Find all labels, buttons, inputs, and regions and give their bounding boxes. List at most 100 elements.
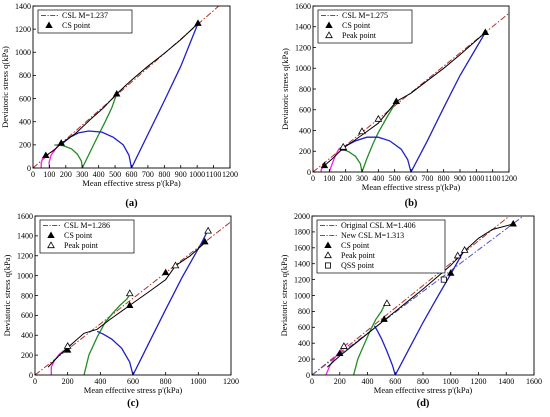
x-tick-label: 1200 xyxy=(223,377,239,386)
x-axis-label: Mean effective stress p'(kPa) xyxy=(362,182,461,192)
plot-area xyxy=(313,12,509,172)
y-tick-label: 200 xyxy=(21,351,33,360)
x-tick-label: 0 xyxy=(31,170,35,179)
peak-point-marker xyxy=(339,142,348,150)
peak-point-marker xyxy=(340,342,348,349)
peak-point-marker xyxy=(171,261,180,269)
y-tick-label: 1200 xyxy=(294,275,310,284)
x-tick-label: 600 xyxy=(127,377,139,386)
y-axis-label: Deviatoric stress q(kPa) xyxy=(279,254,289,336)
cs-point-marker xyxy=(481,28,490,35)
legend-marker-swatch xyxy=(324,251,332,259)
x-tick-label: 0 xyxy=(33,377,37,386)
y-tick-label: 2000 xyxy=(294,212,310,221)
y-tick-label: 1400 xyxy=(15,2,31,11)
stress-path-3 xyxy=(394,249,466,375)
x-tick-label: 400 xyxy=(372,174,384,183)
cs-point-marker xyxy=(447,269,455,276)
legend-label: Original CSL M=1.406 xyxy=(341,221,416,230)
x-tick-label: 200 xyxy=(334,377,346,386)
x-tick-label: 800 xyxy=(160,377,172,386)
y-tick-label: 800 xyxy=(19,71,31,80)
x-tick-label: 1200 xyxy=(501,174,517,183)
csl-line xyxy=(35,221,231,375)
chart-panel-4: 0 200 400 600 800 1000 1200 1400 1600 0 200 400 600 8… xyxy=(279,212,542,409)
x-tick-label: 800 xyxy=(158,170,170,179)
cs-point-marker xyxy=(194,19,202,26)
legend-label: New CSL M=1.313 xyxy=(341,231,404,240)
legend-marker-swatch xyxy=(324,262,331,269)
stress-path-2 xyxy=(343,149,363,172)
y-tick-label: 0 xyxy=(29,371,33,380)
stress-path-5 xyxy=(130,23,199,168)
x-tick-label: 1000 xyxy=(443,377,459,386)
y-tick-label: 1000 xyxy=(17,271,33,280)
y-tick-label: 1400 xyxy=(295,23,311,32)
y-tick-label: 600 xyxy=(298,323,310,332)
legend-label: CS point xyxy=(342,21,371,30)
x-tick-label: 800 xyxy=(438,174,450,183)
csl-line xyxy=(312,216,511,375)
y-tick-label: 200 xyxy=(299,147,311,156)
stress-path-1 xyxy=(48,142,62,168)
y-tick-label: 600 xyxy=(21,311,33,320)
x-tick-label: 600 xyxy=(389,377,401,386)
x-tick-label: 900 xyxy=(454,174,466,183)
legend-label: Peak point xyxy=(341,251,376,260)
y-tick-label: 600 xyxy=(299,106,311,115)
legend-label: CS point xyxy=(62,21,91,30)
cs-point-marker xyxy=(57,139,65,146)
x-tick-label: 1200 xyxy=(222,170,238,179)
x-tick-label: 100 xyxy=(323,174,335,183)
panel-label: (c) xyxy=(127,398,139,409)
x-tick-label: 300 xyxy=(76,170,88,179)
x-tick-label: 700 xyxy=(421,174,433,183)
chart-panel-1: 0 100 200 300 400 500 600 700 800 900 1000 1100 1200… xyxy=(0,2,238,209)
peak-point-marker xyxy=(383,299,391,307)
stress-path-1 xyxy=(352,302,388,375)
y-tick-label: 1800 xyxy=(294,228,310,237)
x-tick-label: 0 xyxy=(310,377,314,386)
y-tick-label: 800 xyxy=(298,307,310,316)
peak-point-marker xyxy=(204,226,213,234)
legend-marker-swatch xyxy=(47,231,55,238)
x-tick-label: 800 xyxy=(417,377,429,386)
y-tick-label: 1600 xyxy=(294,244,310,253)
y-tick-label: 1400 xyxy=(17,232,33,241)
panel-label: (d) xyxy=(417,398,430,409)
chart-panel-3: 0 200 400 600 800 1000 1200 0 200 400 600 800 1000 12… xyxy=(2,212,239,409)
x-axis-label: Mean effective stress p'(kPa) xyxy=(374,385,473,395)
x-tick-label: 200 xyxy=(60,170,72,179)
cs-point-marker xyxy=(320,161,329,169)
peak-point-marker xyxy=(374,114,383,122)
peak-point-marker xyxy=(453,251,462,259)
y-tick-label: 400 xyxy=(21,331,33,340)
stress-path-4 xyxy=(326,223,514,368)
stress-path-3 xyxy=(132,229,209,375)
x-tick-label: 1400 xyxy=(498,377,514,386)
chart-panel-2: 0 100 200 300 400 500 600 700 800 900 1000 1100 1200… xyxy=(280,2,517,209)
cs-point-marker xyxy=(63,346,72,353)
x-tick-label: 300 xyxy=(356,174,368,183)
legend-label: Peak point xyxy=(342,31,377,40)
legend-marker-swatch xyxy=(47,241,55,249)
y-tick-label: 400 xyxy=(299,126,311,135)
plot-area xyxy=(35,221,231,375)
x-tick-label: 1000 xyxy=(190,377,206,386)
legend-box xyxy=(37,9,133,34)
stress-path-1 xyxy=(83,293,132,375)
peak-point-marker xyxy=(125,289,134,297)
peak-point-marker xyxy=(358,127,366,135)
x-tick-label: 1600 xyxy=(526,377,542,386)
y-tick-label: 1200 xyxy=(15,25,31,34)
stress-path-2 xyxy=(373,325,396,375)
y-tick-label: 0 xyxy=(306,371,310,380)
y-axis-label: Deviatoric stress q(kPa) xyxy=(280,48,290,130)
y-tick-label: 400 xyxy=(298,339,310,348)
stress-path-6 xyxy=(324,32,486,166)
y-tick-label: 800 xyxy=(299,85,311,94)
legend-label: CSL M=1.237 xyxy=(62,11,108,20)
x-tick-label: 600 xyxy=(405,174,417,183)
stress-path-4 xyxy=(47,242,206,368)
